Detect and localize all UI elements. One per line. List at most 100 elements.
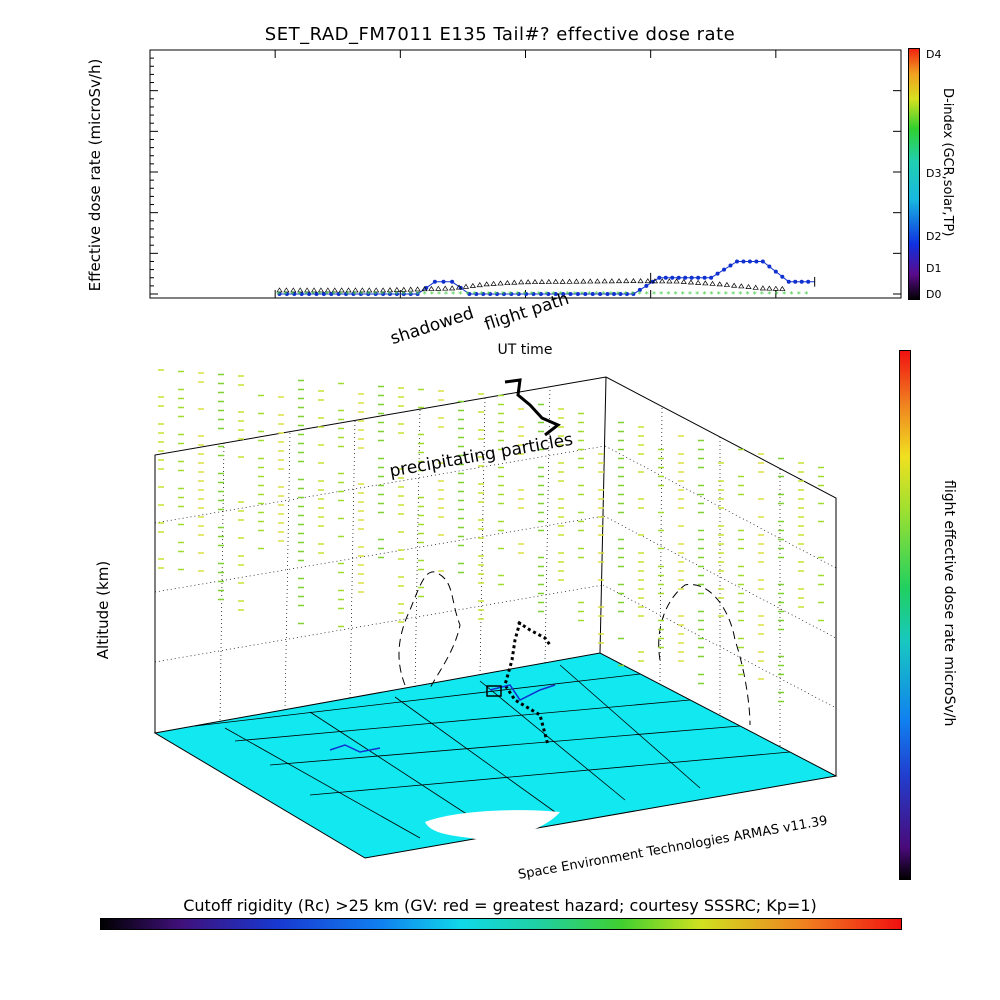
point-statistical: *	[276, 290, 280, 299]
top-x-axis	[149, 50, 902, 298]
point-statistical: *	[501, 290, 505, 299]
point-statistical: *	[487, 290, 491, 299]
point-statistical: *	[782, 290, 786, 299]
point-nairas	[283, 287, 290, 293]
point-statistical: *	[480, 290, 484, 299]
point-armas	[509, 292, 514, 296]
point-statistical: *	[332, 290, 336, 299]
point-armas	[424, 285, 429, 290]
point-armas	[683, 275, 688, 280]
point-armas	[773, 269, 778, 274]
top-series: * * * * * * * * * * * * * * * * * * * * * * * * * * * * * * * * * * * * * * * *…	[276, 259, 816, 299]
shadow-outline-left	[398, 571, 461, 689]
point-armas	[624, 292, 629, 296]
point-statistical: *	[494, 290, 498, 299]
point-armas	[277, 292, 282, 296]
dindex-label-d0: D0	[926, 288, 942, 301]
point-statistical: *	[609, 290, 613, 299]
point-statistical: *	[297, 290, 301, 299]
point-statistical: *	[359, 290, 363, 299]
point-armas	[373, 292, 378, 296]
point-statistical: *	[523, 290, 527, 299]
point-statistical: *	[789, 290, 793, 299]
dindex-label-d4: D4	[926, 48, 942, 61]
point-nairas	[630, 277, 637, 283]
point-statistical: *	[515, 290, 519, 299]
white-region	[425, 810, 560, 840]
point-nairas	[580, 278, 587, 284]
point-nairas	[345, 287, 352, 293]
point-armas	[793, 279, 798, 284]
point-statistical: *	[508, 290, 512, 299]
point-armas	[394, 292, 399, 296]
ground-grid	[194, 664, 791, 839]
point-armas	[644, 283, 649, 288]
point-armas	[575, 292, 580, 296]
point-nairas	[709, 280, 716, 286]
point-nairas	[310, 287, 318, 293]
point-nairas	[637, 278, 644, 284]
point-armas	[415, 292, 420, 296]
point-statistical: *	[645, 290, 649, 299]
point-nairas	[338, 287, 345, 293]
point-armas	[734, 259, 739, 264]
point-statistical: *	[366, 290, 370, 299]
point-nairas	[745, 283, 752, 289]
point-nairas	[504, 280, 511, 286]
point-statistical: *	[458, 290, 462, 299]
point-nairas	[455, 284, 463, 290]
point-statistical: *	[602, 290, 606, 299]
point-statistical: *	[451, 290, 455, 299]
point-statistical: *	[394, 290, 398, 299]
point-armas	[516, 292, 521, 296]
point-nairas	[608, 278, 615, 284]
point-statistical: *	[544, 290, 548, 299]
point-nairas	[779, 285, 786, 291]
point-statistical: *	[409, 290, 413, 299]
point-nairas	[623, 278, 630, 284]
point-nairas	[393, 286, 401, 292]
point-statistical: *	[724, 290, 728, 299]
point-nairas	[673, 278, 680, 284]
point-nairas	[666, 278, 673, 284]
point-armas	[488, 292, 493, 296]
point-nairas	[435, 285, 442, 291]
point-armas	[501, 292, 506, 296]
dindex-label-d3: D3	[926, 167, 942, 180]
point-nairas	[659, 278, 666, 284]
point-statistical: *	[537, 290, 541, 299]
point-nairas	[651, 278, 659, 284]
point-statistical: *	[558, 290, 562, 299]
top-y-axis	[150, 49, 901, 295]
point-nairas	[469, 282, 476, 288]
point-nairas	[573, 278, 580, 284]
point-nairas	[695, 279, 702, 285]
point-armas	[344, 292, 349, 296]
point-armas	[284, 292, 289, 296]
point-armas	[299, 292, 304, 296]
top-y-label: Effective dose rate (microSv/h)	[86, 58, 104, 292]
chart-title: SET_RAD_FM7011 E135 Tail#? effective dos…	[264, 24, 736, 45]
point-statistical: *	[638, 290, 642, 299]
top-x-label: UT time	[497, 342, 553, 358]
point-nairas	[359, 287, 366, 293]
point-armas	[767, 264, 772, 269]
point-armas	[358, 292, 363, 296]
point-armas	[336, 292, 341, 296]
point-armas	[598, 292, 603, 296]
point-armas	[780, 274, 785, 279]
point-nairas	[511, 279, 518, 285]
point-nairas	[428, 285, 435, 291]
point-statistical: *	[695, 290, 699, 299]
point-armas	[637, 287, 642, 292]
point-armas	[314, 292, 319, 296]
point-statistical: *	[630, 290, 634, 299]
point-statistical: *	[623, 290, 627, 299]
point-nairas	[687, 279, 695, 285]
point-armas	[432, 279, 437, 284]
top-plot-frame	[149, 49, 902, 299]
point-armas	[401, 292, 406, 296]
point-nairas	[738, 283, 745, 289]
point-armas	[292, 292, 297, 296]
point-statistical: *	[652, 290, 656, 299]
